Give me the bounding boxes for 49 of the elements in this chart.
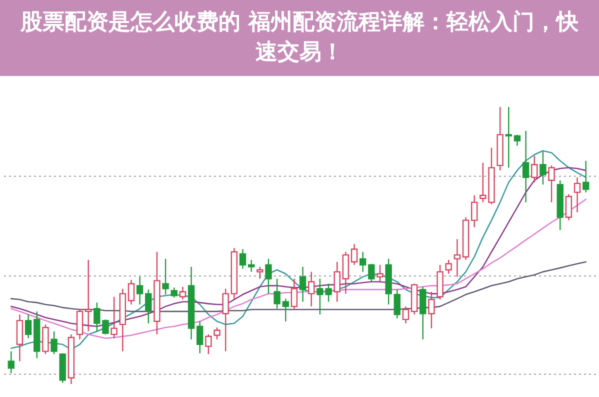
candlestick — [205, 334, 212, 355]
candlestick — [522, 130, 530, 203]
candlestick — [248, 259, 255, 272]
candlestick — [179, 286, 186, 300]
candlestick — [376, 264, 384, 282]
chart-title: 股票配资是怎么收费的 福州配资流程详解：轻松入门，快速交易！ — [0, 0, 599, 76]
candlestick — [445, 259, 452, 274]
candlestick — [170, 287, 178, 298]
candlestick — [145, 288, 152, 324]
candlestick — [162, 258, 169, 296]
candlestick — [428, 291, 435, 329]
candlestick — [136, 276, 144, 306]
candlestick — [359, 251, 366, 272]
candlestick — [8, 350, 14, 374]
candlestick — [574, 176, 581, 213]
candlestick — [540, 150, 546, 186]
candlestick — [350, 244, 358, 266]
candlestick — [16, 314, 24, 362]
candlestick — [282, 298, 289, 322]
candlestick — [402, 306, 410, 324]
candlestick — [514, 134, 521, 146]
candlestick — [256, 266, 264, 280]
candlestick — [196, 320, 204, 354]
candlestick — [470, 194, 478, 228]
candlestick — [548, 164, 555, 203]
candlestick — [76, 308, 84, 340]
candlestick — [239, 248, 246, 270]
candlestick — [24, 314, 32, 339]
candlestick — [531, 155, 538, 183]
candlestick — [50, 330, 58, 355]
candlestick — [368, 263, 375, 282]
candlestick — [308, 271, 315, 308]
candlestick — [582, 160, 590, 193]
candlestick — [394, 288, 400, 319]
candlestick — [84, 259, 92, 332]
candlestick — [454, 238, 461, 278]
candlestick — [565, 194, 572, 221]
candlestick — [274, 278, 280, 310]
candlestick — [299, 266, 306, 302]
candlestick — [42, 324, 49, 355]
candlestick — [290, 278, 298, 310]
candlestick — [334, 261, 340, 302]
candlestick — [265, 258, 272, 294]
candlestick — [110, 296, 118, 339]
candlestick — [222, 288, 229, 352]
candlestick — [342, 251, 350, 294]
candlestick — [214, 326, 220, 340]
candlestick — [128, 279, 135, 306]
candlestick — [505, 106, 512, 168]
